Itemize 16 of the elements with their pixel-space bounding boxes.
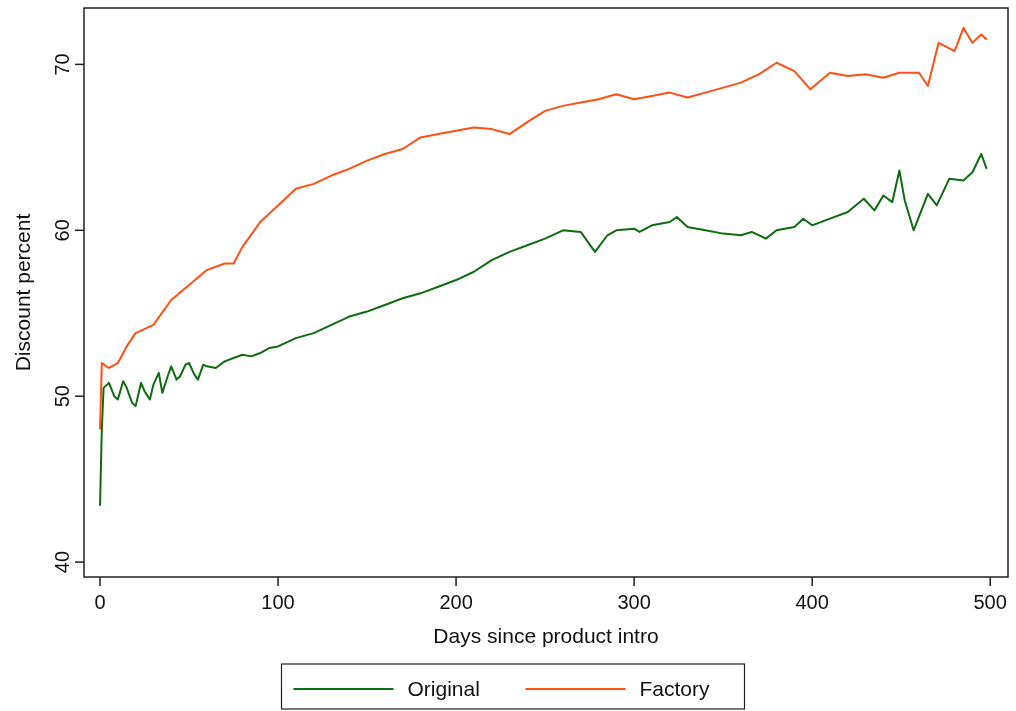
- x-tick-label: 300: [617, 591, 651, 613]
- x-tick-label: 500: [973, 591, 1007, 613]
- x-tick-label: 200: [439, 591, 473, 613]
- x-axis-title: Days since product intro: [433, 624, 659, 647]
- x-tick-label: 0: [94, 591, 106, 613]
- y-tick-label: 40: [51, 550, 73, 574]
- legend-label: Original: [407, 677, 480, 700]
- line-series: [99, 26, 988, 431]
- legend-label: Factory: [639, 677, 711, 700]
- y-tick-label: 50: [51, 385, 73, 408]
- y-axis-title: Discount percent: [11, 213, 34, 372]
- line-series: [99, 152, 988, 507]
- x-tick-label: 400: [795, 591, 829, 613]
- y-tick-label: 70: [51, 53, 73, 76]
- y-tick-label: 60: [51, 219, 73, 242]
- x-tick-label: 100: [261, 591, 295, 613]
